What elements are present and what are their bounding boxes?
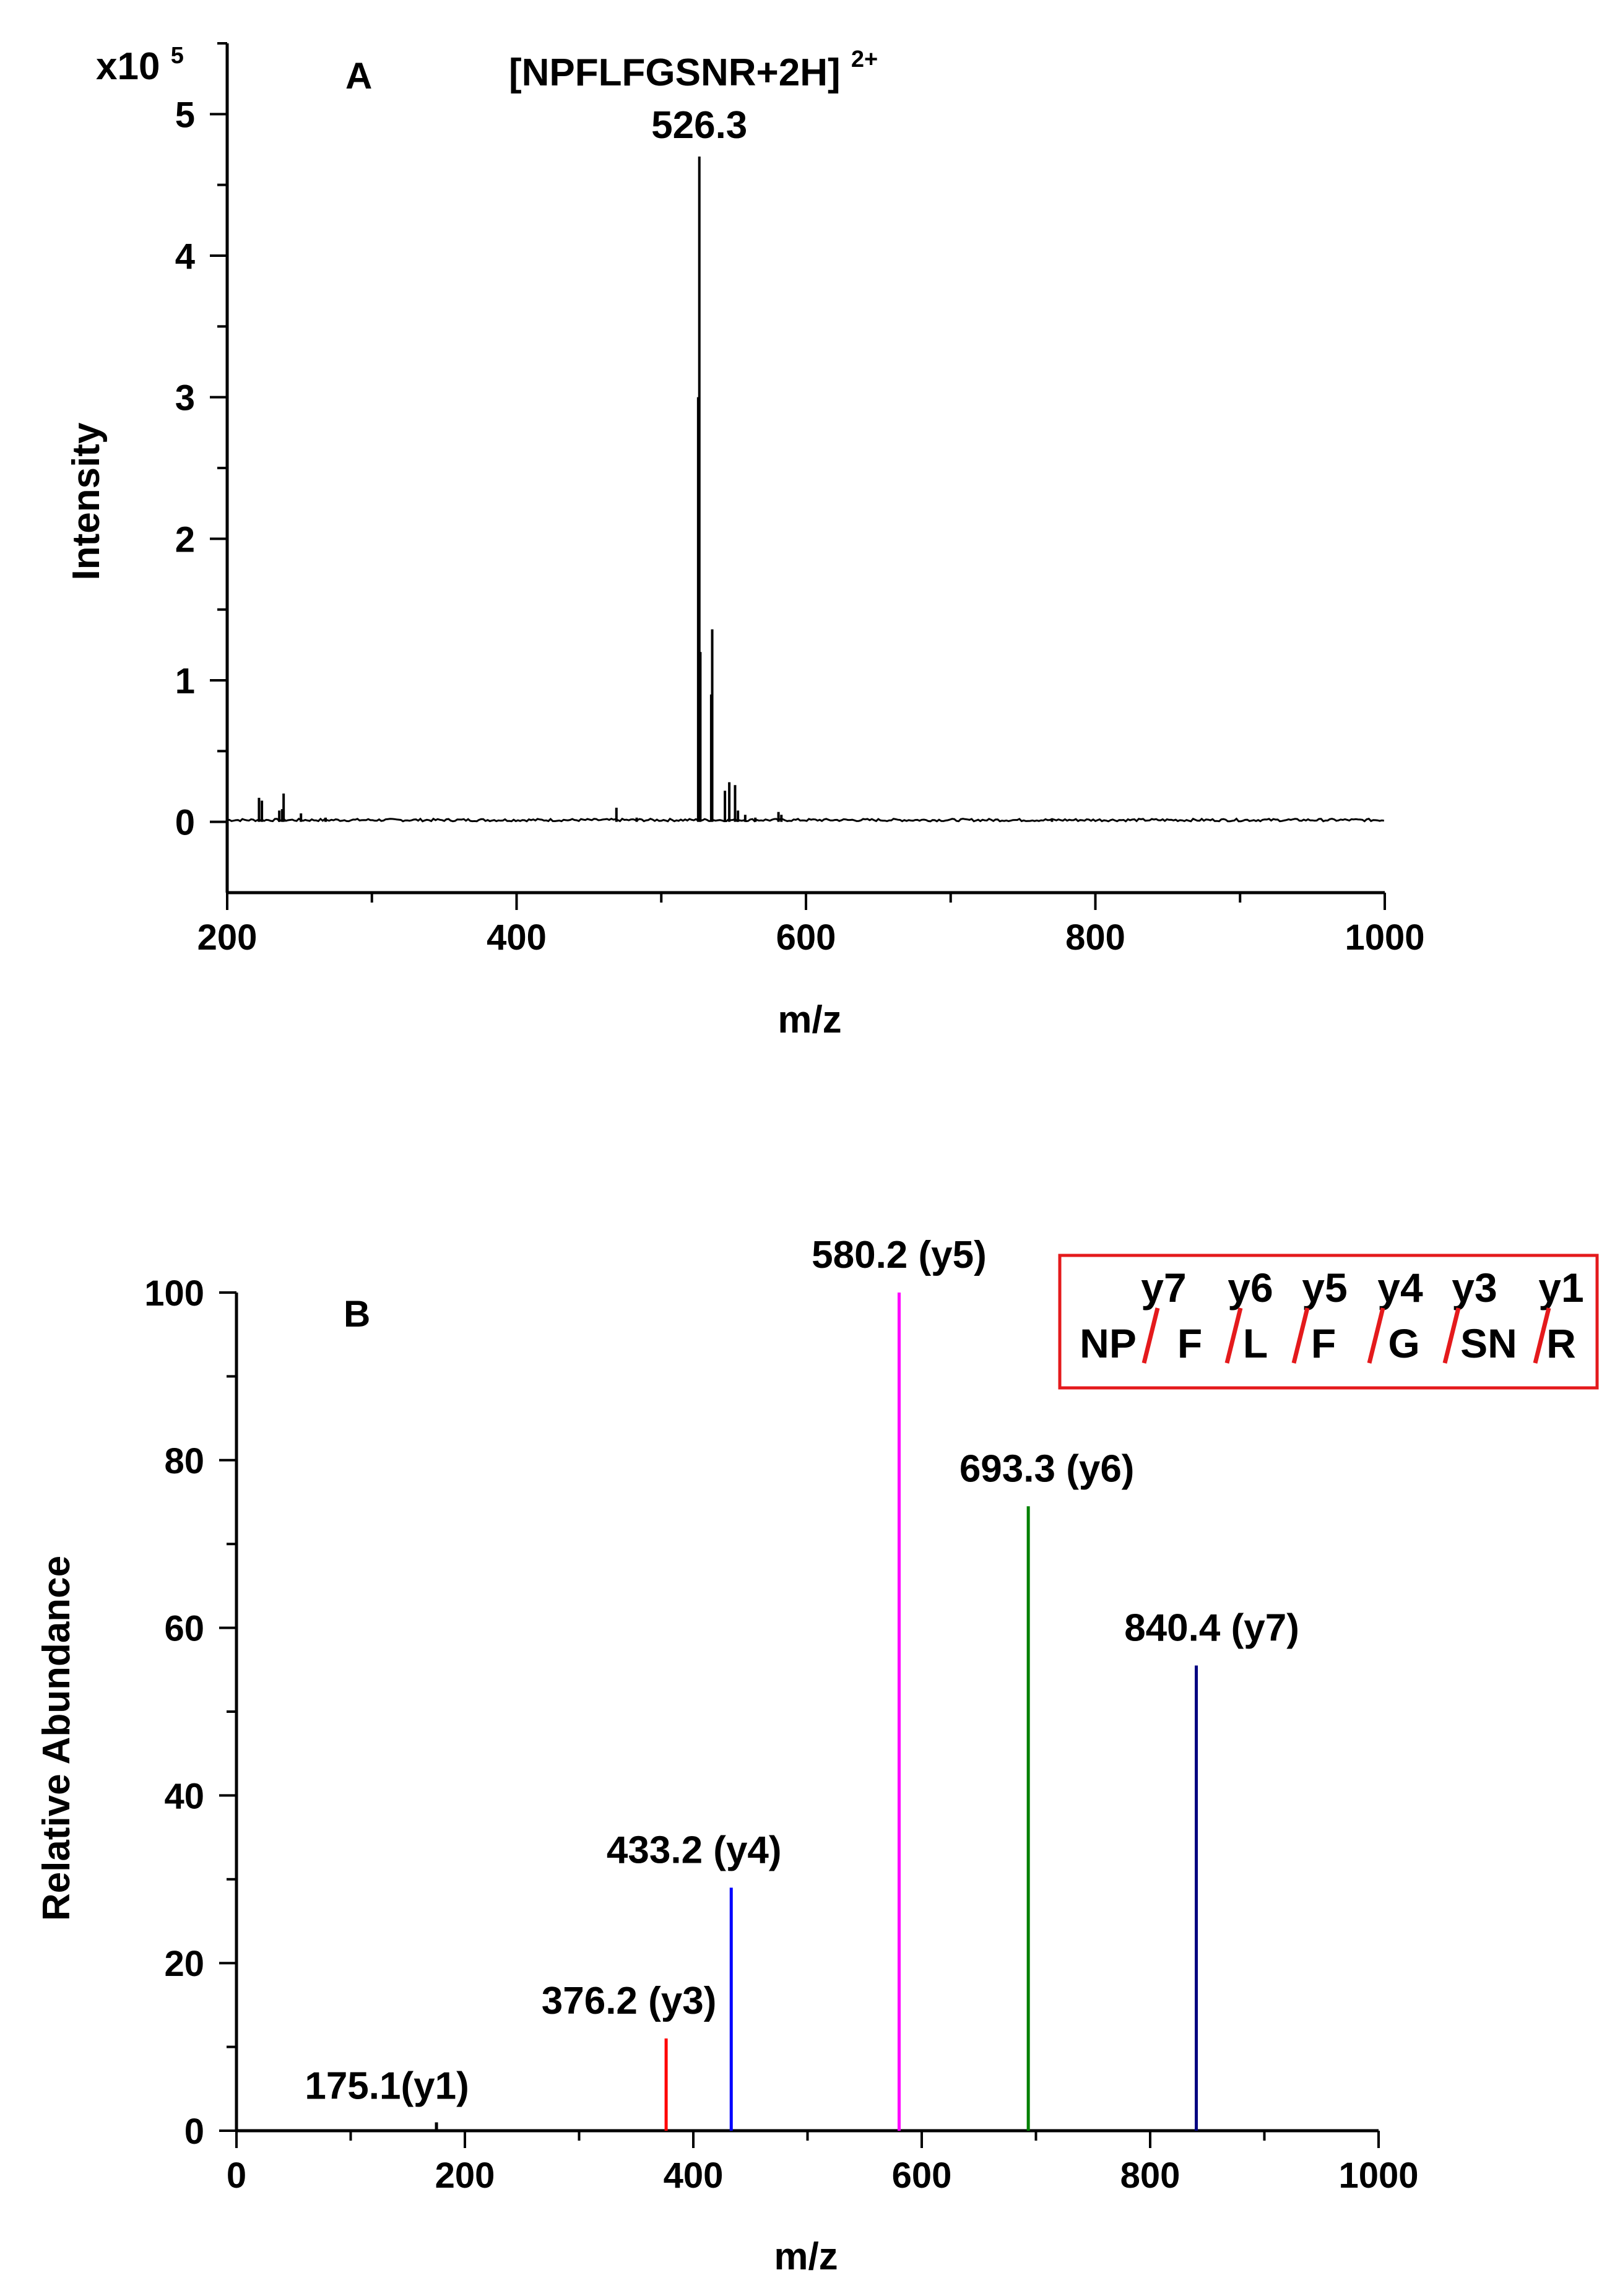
panel-b-peak-label: 580.2 (y5) [812,1234,987,1276]
panel-b-x-axis-title: m/z [774,2235,838,2278]
panel-b-y-tick-label: 0 [184,2112,204,2152]
panel-a-y-axis-title: Intensity [65,422,108,580]
sequence-box-border [1058,1254,1599,1390]
peptide-residues: NP F L F G SN R [1080,1320,1576,1366]
residue-sn: SN [1460,1320,1517,1366]
panel-b-peak-label: 693.3 (y6) [959,1447,1135,1490]
panel-b-x-tick-label: 0 [227,2155,246,2196]
panel-b-x-tick-label: 800 [1120,2155,1180,2196]
panel-b-y-tick-label: 60 [164,1609,204,1649]
panel-a-ticks [210,42,1386,910]
panel-b-peak-label: 376.2 (y3) [542,1980,717,2022]
residue-l: L [1243,1320,1268,1366]
panel-a-spectrum [227,156,1384,823]
panel-a-y-tick-label: 1 [175,661,195,701]
panel-a-chart: 200 400 600 800 1000 0 1 2 3 4 5 m/z Intensity x10… [65,42,1425,1041]
residue-f1: F [1177,1320,1202,1366]
panel-a-precursor-text: [NPFLFGSNR+2H] [509,51,841,94]
cleavage-mark-y6 [1224,1307,1243,1364]
panel-a-y-tick-label: 5 [175,95,195,135]
panel-b-y-tick-label: 100 [144,1273,204,1314]
panel-a-x-tick-label: 200 [197,917,258,958]
panel-a-peak-label: 526.3 [651,104,747,147]
cleavage-mark-y1 [1533,1307,1551,1364]
ion-label-y4: y4 [1377,1265,1423,1310]
panel-b-y-axis-title: Relative Abundance [35,1556,78,1921]
panel-b-peak-label: 175.1(y1) [305,2064,469,2107]
residue-np: NP [1080,1320,1137,1366]
panel-b-x-tick-label: 600 [892,2155,952,2196]
ion-label-y6: y6 [1228,1265,1273,1310]
cleavage-mark-y3 [1442,1307,1461,1364]
cleavage-marks [1141,1307,1551,1364]
panel-a-x-tick-label: 1000 [1345,917,1424,958]
panel-b-y-tick-label: 80 [164,1441,204,1481]
panel-b-axes [235,1293,1379,2133]
panel-a-x-tick-label: 600 [776,917,836,958]
panel-a-y-scale-exponent: 5 [171,43,184,69]
ion-label-y3: y3 [1452,1265,1497,1310]
panel-a-y-tick-label: 3 [175,378,195,418]
panel-b-chart: 0 200 400 600 800 1000 0 20 40 60 80 100 175.1(y1) 3… [35,1234,1599,2278]
panel-b-peak-labels: 175.1(y1) 376.2 (y3) 433.2 (y4) 580.2 (y5) 6… [305,1234,1299,2107]
panel-a-x-axis-title: m/z [778,999,841,1041]
panel-a-x-tick-label: 800 [1065,917,1125,958]
panel-b-tick-labels: 0 200 400 600 800 1000 0 20 40 60 80 100 [144,1273,1418,2196]
panel-a-baseline-noise [227,817,1384,823]
panel-a-precursor-charge: 2+ [851,46,878,72]
panel-a-y-tick-label: 0 [175,803,195,843]
cleavage-mark-y7 [1141,1307,1160,1364]
panel-b-peak-label: 840.4 (y7) [1124,1607,1299,1650]
panel-a-axes [225,43,1385,895]
panel-a-y-tick-label: 4 [175,236,195,277]
panel-a-x-tick-label: 400 [487,917,547,958]
panel-a-precursor-label: [NPFLFGSNR+2H] 2+ [509,46,878,94]
panel-b-y-tick-label: 20 [164,1944,204,1984]
ion-label-y1: y1 [1538,1265,1583,1310]
panel-a-y-scale-base: x10 [96,45,160,88]
sequence-box: y7 y6 y5 y4 y3 y1 NP F L F G SN R [1058,1254,1599,1390]
panel-b-x-tick-label: 400 [664,2155,724,2196]
panel-a-label: A [345,55,372,97]
panel-b-peak-label: 433.2 (y4) [607,1829,782,1871]
ion-labels: y7 y6 y5 y4 y3 y1 [1141,1265,1583,1310]
panel-b-label: B [344,1293,370,1335]
panel-b-x-tick-label: 200 [435,2155,495,2196]
panel-b-y-tick-label: 40 [164,1776,204,1816]
cleavage-mark-y5 [1291,1307,1310,1364]
panel-b-peaks [435,1293,1198,2131]
ion-label-y5: y5 [1302,1265,1347,1310]
panel-a-y-scale-label: x10 5 [96,43,184,88]
panel-a-y-tick-label: 2 [175,519,195,560]
panel-b-ticks [219,1291,1380,2148]
residue-g: G [1388,1320,1419,1366]
ion-label-y7: y7 [1141,1265,1186,1310]
panel-a-tick-labels: 200 400 600 800 1000 0 1 2 3 4 5 [175,95,1425,958]
cleavage-mark-y4 [1367,1307,1385,1364]
residue-r: R [1546,1320,1576,1366]
panel-b-x-tick-label: 1000 [1338,2155,1418,2196]
residue-f2: F [1311,1320,1336,1366]
